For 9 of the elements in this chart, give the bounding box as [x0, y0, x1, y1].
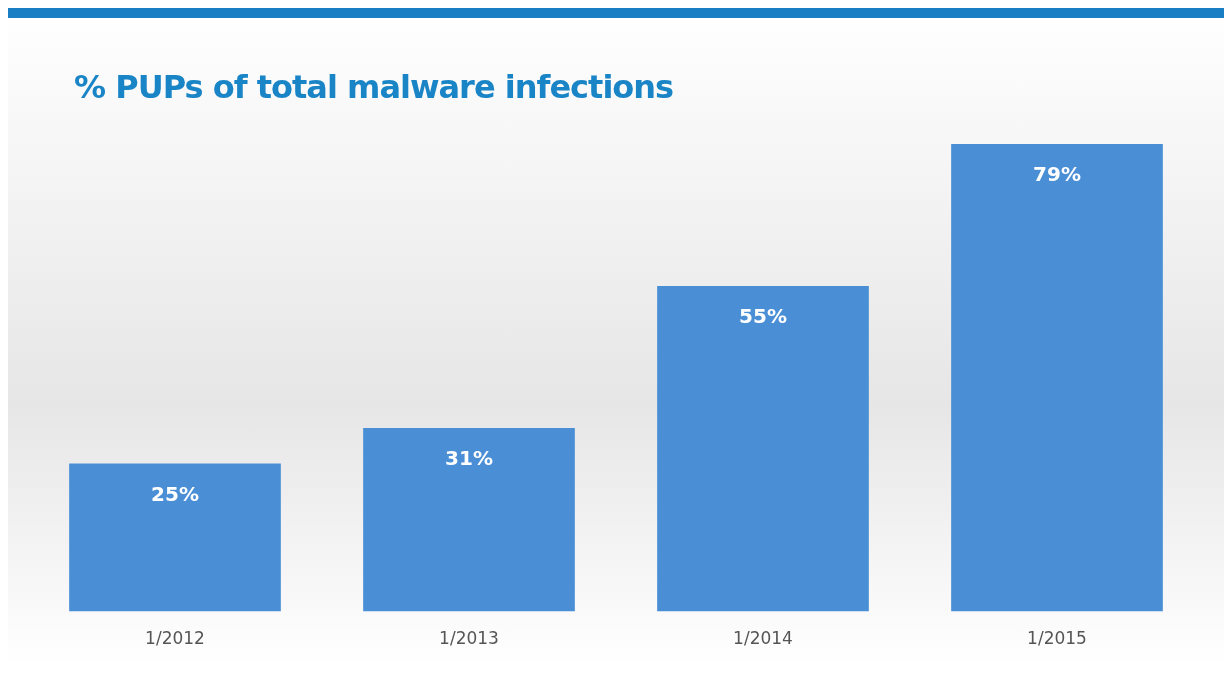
- x-tick-label: 1/2012: [145, 628, 205, 649]
- x-tick-label: 1/2013: [439, 628, 499, 649]
- x-tick-label: 1/2014: [733, 628, 793, 649]
- x-tick-label: 1/2015: [1027, 628, 1087, 649]
- chart-title: % PUPs of total malware infections: [73, 67, 675, 108]
- data-label: 31%: [445, 446, 493, 471]
- data-label: 25%: [151, 481, 199, 506]
- data-label: 55%: [739, 304, 787, 329]
- data-label: 79%: [1033, 162, 1081, 187]
